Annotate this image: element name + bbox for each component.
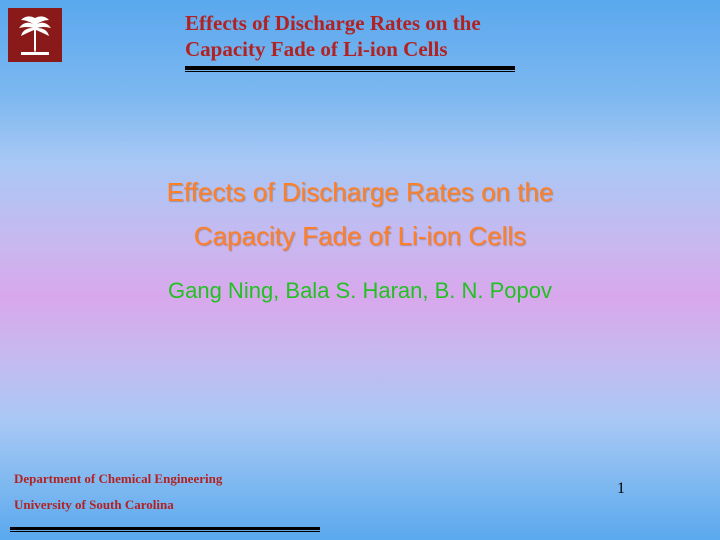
header-title: Effects of Discharge Rates on the Capaci… [185,10,481,63]
header-divider [185,66,515,70]
footer-affiliation: Department of Chemical Engineering Unive… [14,466,222,518]
authors-line: Gang Ning, Bala S. Haran, B. N. Popov [0,278,720,304]
palmetto-tree-icon [14,12,56,58]
footer-line1: Department of Chemical Engineering [14,471,222,486]
slide-main-title: Effects of Discharge Rates on the Capaci… [0,170,720,258]
main-title-line1: Effects of Discharge Rates on the [167,177,554,207]
page-number: 1 [617,480,625,498]
main-title-line2: Capacity Fade of Li-ion Cells [194,221,526,251]
footer-divider [10,527,320,530]
header-title-line2: Capacity Fade of Li-ion Cells [185,37,448,61]
footer-line2: University of South Carolina [14,497,174,512]
header-title-line1: Effects of Discharge Rates on the [185,11,481,35]
university-logo [8,8,62,62]
